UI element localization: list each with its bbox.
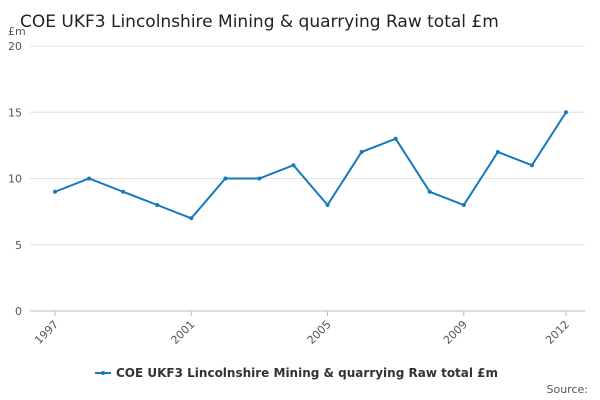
point [393, 136, 398, 141]
point [155, 203, 160, 207]
y-tick-label: 20 [8, 40, 22, 53]
point [427, 189, 432, 194]
x-tick-label: 2005 [305, 318, 334, 347]
point [53, 189, 57, 194]
y-unit: £m [8, 25, 26, 38]
point [495, 150, 500, 154]
point [564, 110, 568, 115]
y-tick-label: 0 [15, 305, 22, 318]
x-tick-label: 2009 [441, 318, 470, 347]
y-tick-label: 5 [15, 239, 22, 252]
y-tick-label: 15 [8, 106, 22, 119]
chart-title: COE UKF3 Lincolnshire Mining & quarrying… [20, 12, 499, 32]
point [461, 203, 466, 207]
legend-point [101, 371, 105, 375]
point [121, 189, 126, 194]
point [189, 216, 194, 221]
x-tick-label: 1997 [32, 318, 61, 347]
y-tick-label: 10 [8, 173, 22, 186]
point [529, 163, 534, 168]
source: Source: [547, 383, 589, 396]
legend-label: COE UKF3 Lincolnshire Mining & quarrying… [116, 366, 498, 380]
point [291, 163, 296, 168]
x-tick-label: 2012 [543, 318, 572, 347]
point [257, 176, 262, 181]
point [359, 150, 364, 154]
point [87, 176, 92, 181]
point [325, 203, 330, 207]
series-line [54, 111, 567, 220]
point [223, 176, 228, 181]
x-tick-label: 2001 [168, 318, 197, 347]
